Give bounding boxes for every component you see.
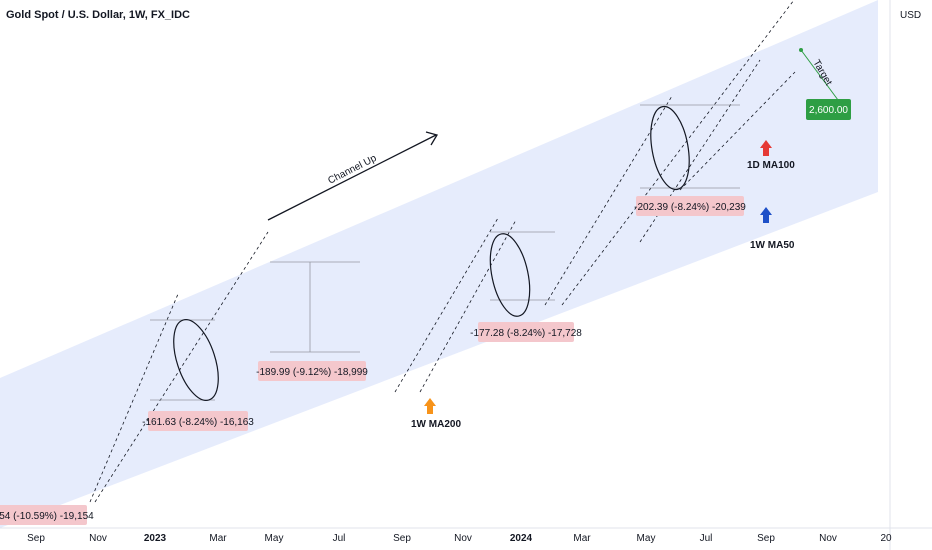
guide-line-5 bbox=[561, 0, 795, 306]
pattern-ellipse-2 bbox=[650, 105, 690, 191]
target-dot bbox=[799, 48, 803, 52]
measure-label-3: -177.28 (-8.24%) -17,728 bbox=[470, 328, 582, 339]
chart-title: Gold Spot / U.S. Dollar, 1W, FX_IDC bbox=[6, 9, 190, 21]
trend-arrow-line bbox=[267, 134, 437, 221]
ma200-arrow-icon bbox=[424, 398, 436, 414]
measure-box-2 bbox=[258, 361, 366, 381]
time-tick-label: 2023 bbox=[144, 533, 167, 544]
target-price-text: 2,600.00 bbox=[809, 105, 848, 116]
measure-label-0: 91.54 (-10.59%) -19,154 bbox=[0, 511, 94, 522]
channel-fill bbox=[0, 0, 878, 528]
channel-up-band bbox=[0, 0, 878, 528]
trend-arrow-head bbox=[425, 131, 438, 146]
measure-lines bbox=[150, 104, 740, 401]
measure-box-1 bbox=[148, 411, 248, 431]
time-tick-label: Sep bbox=[757, 533, 775, 544]
time-tick-label: 20 bbox=[880, 533, 892, 544]
measure-box-0 bbox=[0, 505, 87, 525]
guide-line-4 bbox=[544, 95, 673, 306]
ma100-label: 1D MA100 bbox=[747, 160, 795, 171]
time-tick-label: Mar bbox=[573, 533, 591, 544]
channel-up-label: Channel Up bbox=[326, 153, 378, 187]
measure-box-4 bbox=[636, 196, 744, 216]
time-tick-label: Jul bbox=[333, 533, 346, 544]
time-tick-label: Nov bbox=[819, 533, 837, 544]
time-tick-label: Nov bbox=[89, 533, 107, 544]
currency-label: USD bbox=[900, 10, 921, 21]
guide-line-2 bbox=[394, 217, 499, 393]
guide-line-0 bbox=[89, 293, 179, 503]
target-price-box bbox=[806, 99, 851, 120]
time-tick-label: Jul bbox=[700, 533, 713, 544]
guide-line-3 bbox=[419, 219, 517, 393]
measure-box-3 bbox=[478, 322, 574, 342]
time-tick-label: Sep bbox=[27, 533, 45, 544]
pattern-ellipse-0 bbox=[173, 319, 219, 401]
target-line bbox=[800, 49, 839, 101]
time-tick-label: May bbox=[637, 533, 656, 544]
time-tick-label: Nov bbox=[454, 533, 472, 544]
pattern-ellipse-1 bbox=[489, 233, 531, 317]
ma200-label: 1W MA200 bbox=[411, 419, 461, 430]
measure-label-4: -202.39 (-8.24%) -20,239 bbox=[634, 202, 746, 213]
time-tick-label: May bbox=[265, 533, 284, 544]
price-axis: USD2,600.002,500.002,400.002,320.002,240… bbox=[889, 0, 932, 550]
time-axis: Sep Nov 2023 Mar May Jul Sep Nov 2024 Mar May Jul Se… bbox=[0, 527, 932, 544]
measure-label-1: -161.63 (-8.24%) -16,163 bbox=[142, 417, 254, 428]
ma50-label: 1W MA50 bbox=[750, 240, 795, 251]
ma50-arrow-icon bbox=[760, 207, 772, 223]
ma100-arrow-icon bbox=[760, 140, 772, 156]
time-tick-label: Mar bbox=[209, 533, 227, 544]
measure-label-2: -189.99 (-9.12%) -18,999 bbox=[256, 367, 368, 378]
price-axis-background[interactable] bbox=[890, 0, 932, 550]
time-tick-label: 2024 bbox=[510, 533, 533, 544]
time-tick-label: Sep bbox=[393, 533, 411, 544]
